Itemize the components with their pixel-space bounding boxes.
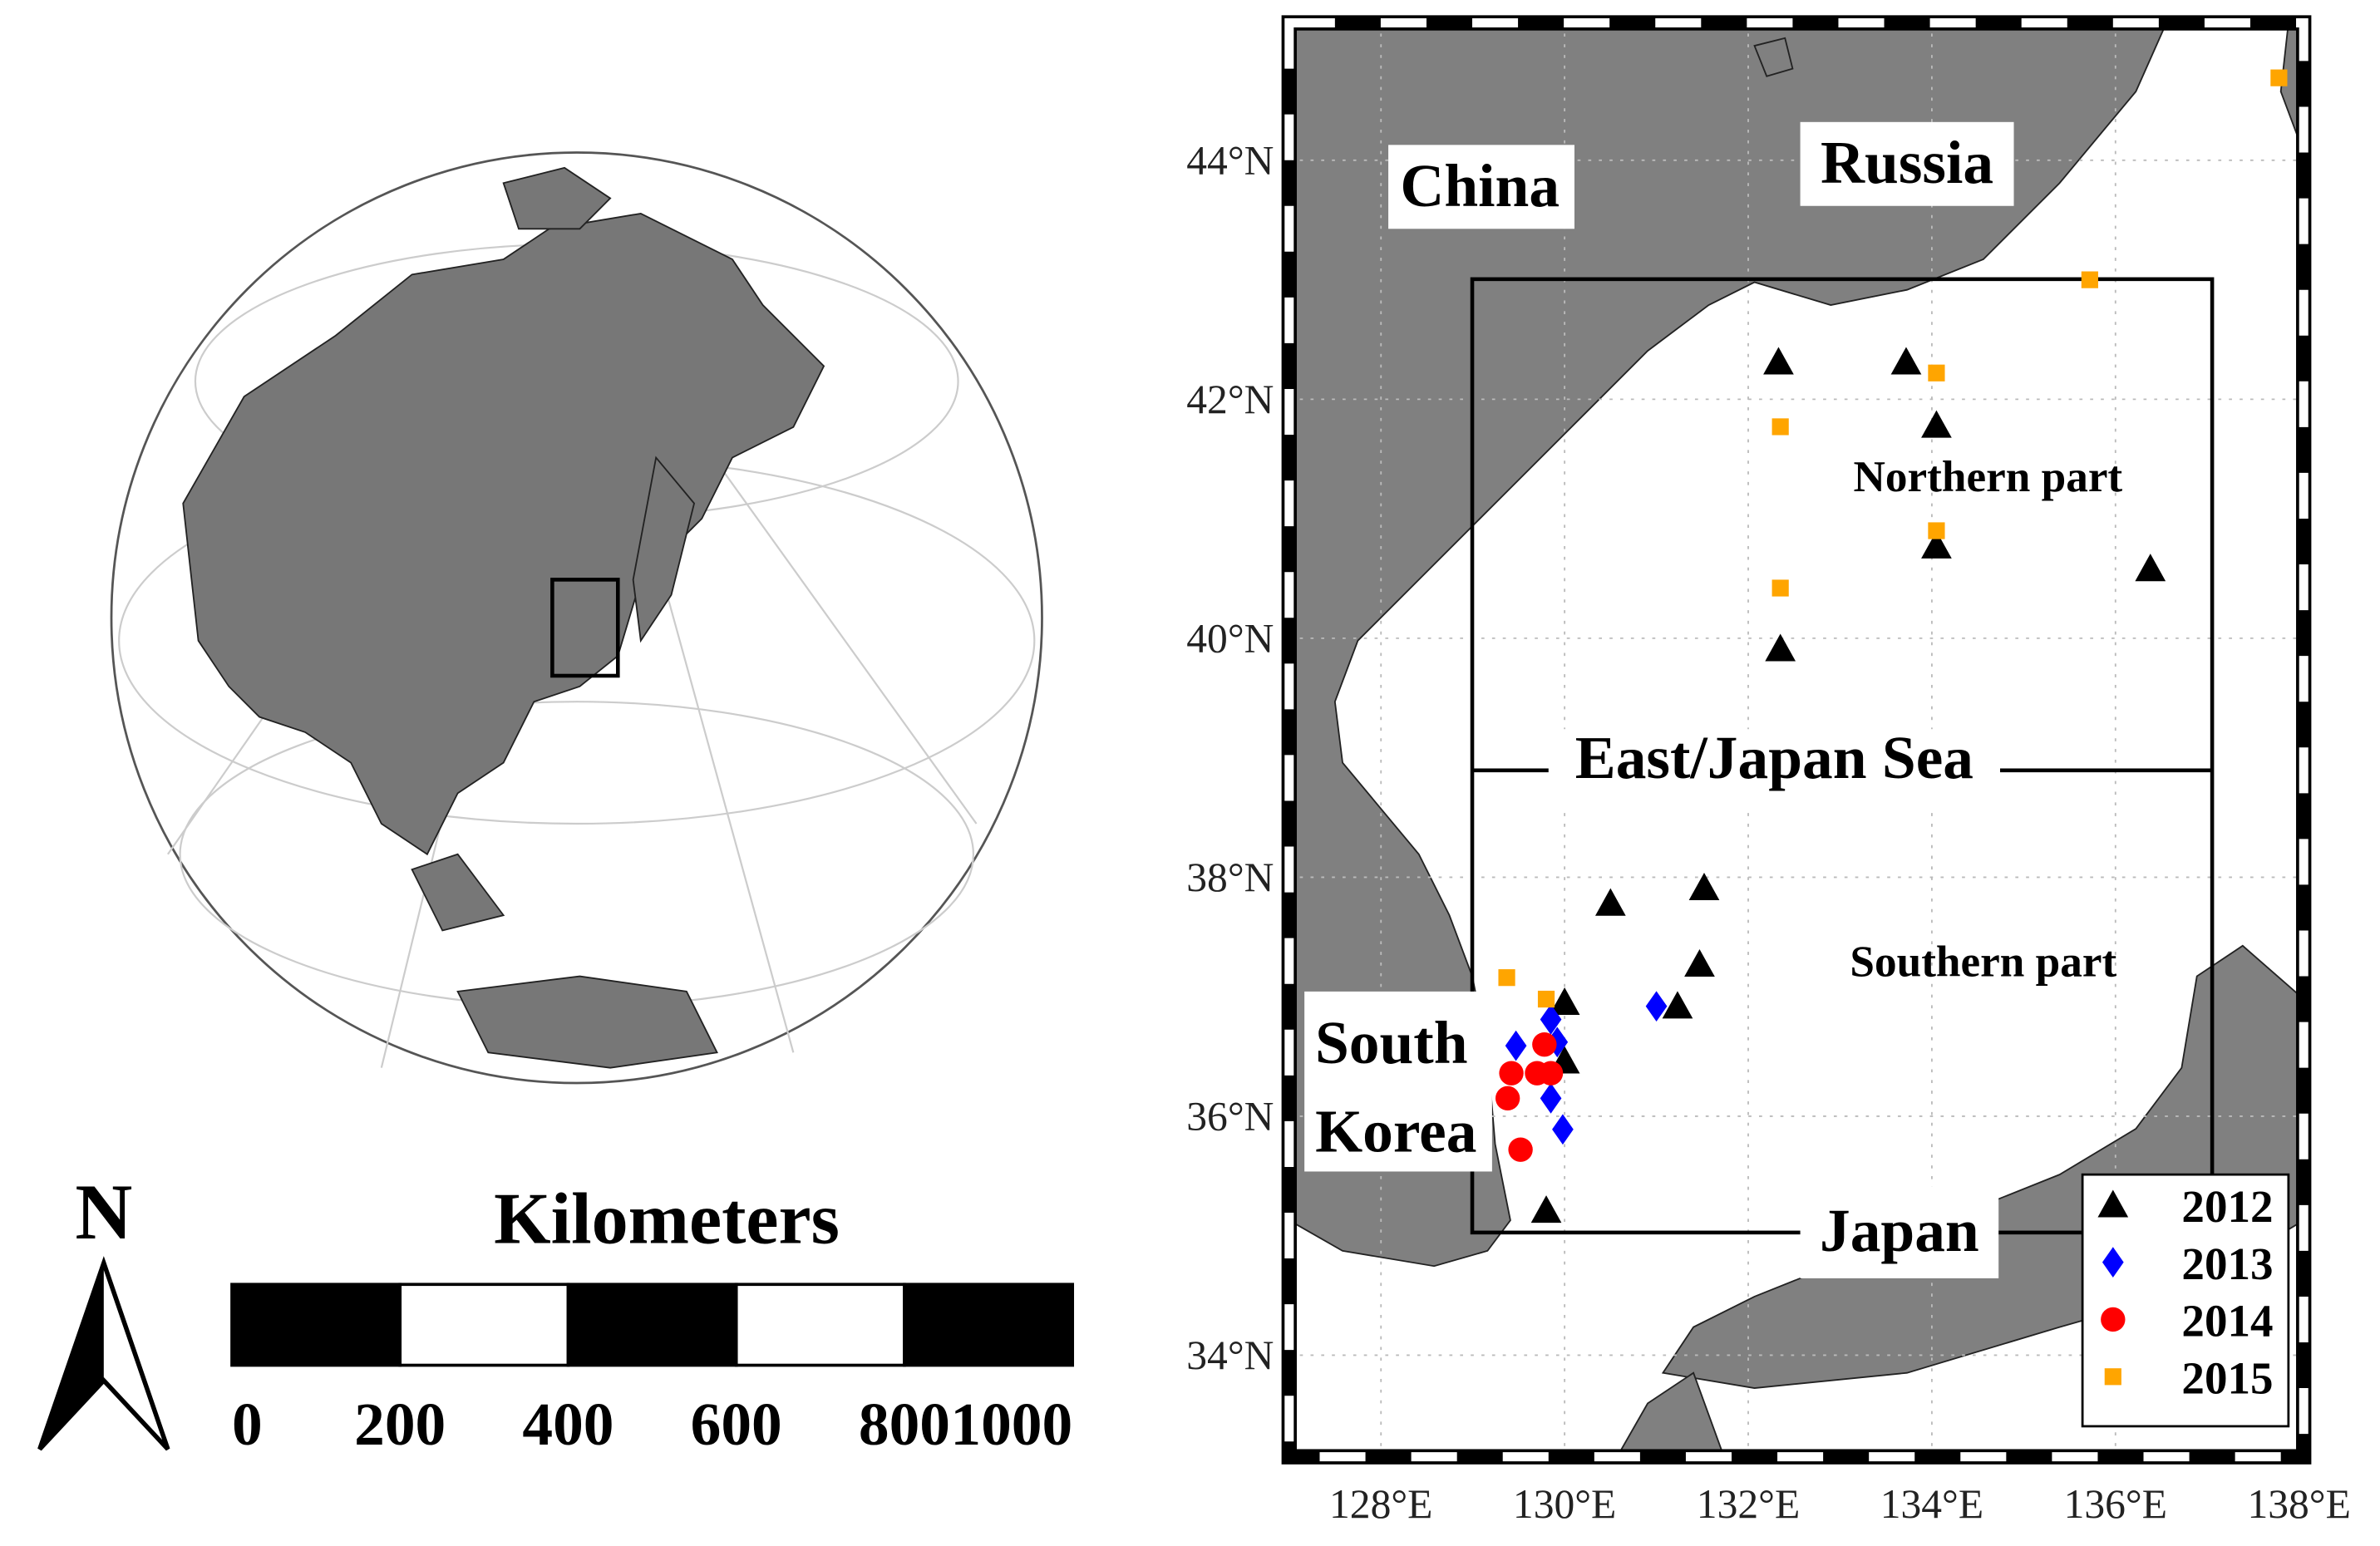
scale-tick-label: 1000 xyxy=(950,1391,1072,1458)
place-label: East/Japan Sea xyxy=(1575,724,1973,791)
x-tick-label: 132°E xyxy=(1697,1481,1800,1527)
legend-label: 2015 xyxy=(2181,1352,2273,1403)
triangle-point xyxy=(1662,991,1693,1019)
square-point xyxy=(1928,522,1945,539)
square-point xyxy=(1537,990,1555,1008)
triangle-point xyxy=(1921,530,1952,559)
diamond-point xyxy=(2102,1247,2124,1278)
square-point xyxy=(1771,579,1789,597)
legend-label: 2014 xyxy=(2181,1296,2273,1347)
scale-tick-label: 200 xyxy=(354,1391,446,1458)
scale-segment xyxy=(566,1283,738,1367)
place-label: China xyxy=(1400,152,1560,219)
circle-point xyxy=(1538,1061,1564,1086)
triangle-point xyxy=(1530,1195,1562,1224)
scale-bar: 0 200 400 600 800 1000 xyxy=(230,1283,1075,1458)
frame-dash xyxy=(1284,18,2309,1462)
diamond-point xyxy=(1505,1030,1527,1061)
scale-tick-label: 0 xyxy=(232,1391,263,1458)
x-tick-label: 136°E xyxy=(2064,1481,2167,1527)
circle-point xyxy=(1508,1137,1533,1162)
triangle-point xyxy=(1921,410,1952,438)
place-label: Northern part xyxy=(1853,452,2122,501)
diamond-point xyxy=(1645,991,1668,1022)
legend-label: 2013 xyxy=(2181,1238,2273,1289)
scale-segment xyxy=(398,1283,570,1367)
diamond-point xyxy=(1552,1114,1574,1145)
land xyxy=(1288,22,2168,1268)
north-arrow-fill xyxy=(39,1263,104,1450)
circle-point xyxy=(1499,1061,1524,1086)
scale-segment xyxy=(230,1283,402,1367)
land xyxy=(1753,37,1794,77)
triangle-point xyxy=(1763,347,1794,375)
place-label: South xyxy=(1315,1009,1468,1076)
triangle-point xyxy=(1594,888,1626,916)
y-tick-label: 38°N xyxy=(1186,854,1274,900)
y-tick-label: 34°N xyxy=(1186,1332,1274,1378)
label-box xyxy=(1800,1186,1999,1278)
y-tick-label: 42°N xyxy=(1186,377,1274,422)
place-label: Southern part xyxy=(1850,938,2116,987)
circle-point xyxy=(1495,1086,1520,1111)
triangle-point xyxy=(1890,347,1922,375)
map: China Russia East/Japan Sea Northern part So… xyxy=(1281,15,2312,1465)
north-label: N xyxy=(75,1168,132,1256)
scale-tick-label: 800 xyxy=(859,1391,950,1458)
square-point xyxy=(2104,1368,2121,1386)
triangle-point xyxy=(1688,872,1720,901)
annotations: China Russia East/Japan Sea Northern part So… xyxy=(1304,121,2122,1278)
x-tick-label: 138°E xyxy=(2247,1481,2350,1527)
x-tick-label: 130°E xyxy=(1513,1481,1616,1527)
scale-tick-label: 600 xyxy=(691,1391,782,1458)
place-label: Japan xyxy=(1820,1197,1979,1264)
triangle-point xyxy=(2135,554,2166,582)
square-point xyxy=(1771,418,1789,436)
globe xyxy=(110,151,1043,1085)
place-label: Korea xyxy=(1315,1098,1476,1165)
square-point xyxy=(2081,271,2098,288)
y-tick-label: 36°N xyxy=(1186,1093,1274,1139)
triangle-point xyxy=(1549,987,1580,1016)
y-tick-label: 44°N xyxy=(1186,137,1274,183)
label-box xyxy=(1304,991,1492,1172)
label-box xyxy=(1548,729,2001,805)
triangle-point xyxy=(1684,948,1715,977)
triangle-point xyxy=(2097,1189,2129,1218)
x-tick-label: 134°E xyxy=(1880,1481,1983,1527)
scale-title: Kilometers xyxy=(494,1179,840,1260)
square-point xyxy=(2270,69,2288,86)
scale-segment xyxy=(903,1283,1075,1367)
triangle-point xyxy=(1765,633,1796,662)
label-box xyxy=(1800,121,2014,206)
label-box xyxy=(1388,145,1574,229)
scale-segment xyxy=(734,1283,906,1367)
square-point xyxy=(1498,969,1515,987)
legend-label: 2012 xyxy=(2181,1181,2273,1232)
circle-point xyxy=(1532,1031,1557,1057)
y-tick-label: 40°N xyxy=(1186,615,1274,661)
scale-tick-label: 400 xyxy=(522,1391,613,1458)
x-tick-label: 128°E xyxy=(1329,1481,1432,1527)
square-point xyxy=(1928,364,1945,382)
circle-point xyxy=(2101,1307,2126,1332)
place-label: Russia xyxy=(1821,129,1993,196)
